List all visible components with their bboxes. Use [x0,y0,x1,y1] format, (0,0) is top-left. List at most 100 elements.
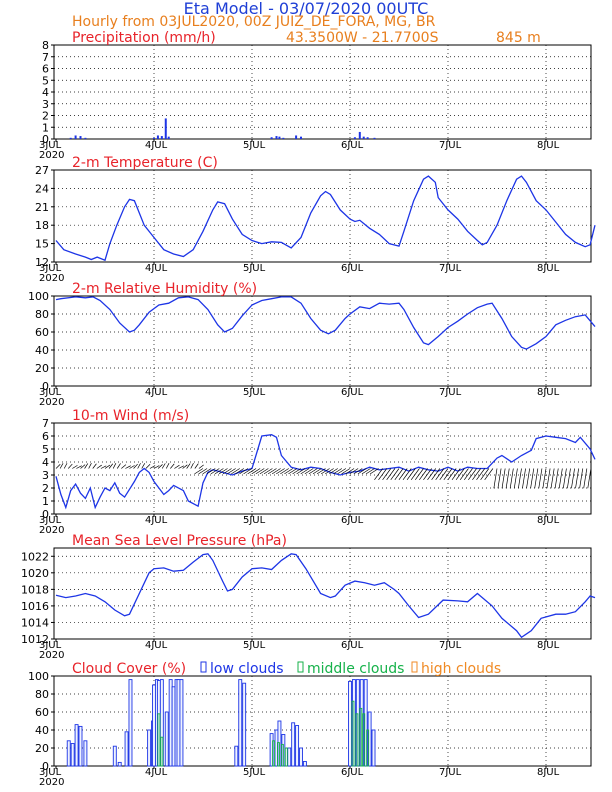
precip-bar [164,118,167,139]
cloud-bar [66,740,71,767]
panel-frame [53,422,592,515]
y-tick-label: 1016 [21,600,49,613]
precip-bar [270,137,273,139]
wind-arrow [308,468,318,475]
wind-arrow [509,468,514,489]
x-tick-label: 7JUL [439,387,462,398]
wind-arrow [480,468,490,481]
wind-arrow [497,468,502,489]
wind-arrow [337,468,347,475]
wind-arrow [341,468,351,475]
wind-arrow [72,465,78,469]
x-year-label: 2020 [39,650,64,661]
wind-arrow [251,468,261,475]
y-tick-label: 1018 [21,583,49,596]
x-tick-label: 3JUL [39,387,62,398]
x-tick-label: 8JUL [537,387,560,398]
x-tick-label: 8JUL [537,263,560,274]
y-tick-label: 5 [42,443,49,456]
cloud-bar [295,725,300,767]
wind-arrow [55,464,61,469]
x-tick-label: 8JUL [537,640,560,651]
x-tick-label: 4JUL [145,140,168,151]
y-tick-label: 6 [42,63,49,76]
wind-arrow [165,463,170,469]
wind-arrow [92,463,97,469]
x-year-label: 2020 [39,777,64,788]
wind-arrow [170,463,175,469]
y-tick-label: 3 [42,98,49,111]
wind-arrow [325,468,334,475]
wind-arrow [178,465,184,469]
wind-arrow [345,468,355,475]
wind-arrow [129,465,135,469]
y-tick-label: 6 [42,430,49,443]
x-tick-label: 5JUL [243,640,266,651]
y-tick-label: 0 [42,133,49,146]
wind-arrow [263,468,273,475]
legend-label: middle clouds [307,661,404,677]
x-tick-label: 6JUL [341,515,364,526]
precip-bar [156,135,159,139]
precip-bar [79,136,82,139]
series-line [55,296,596,350]
cloud-bar [277,742,280,767]
wind-arrow [406,468,416,481]
wind-arrow [365,468,375,475]
panel-frame [53,169,592,263]
wind-arrow [414,468,424,481]
wind-arrow [534,468,539,489]
cloud-bar [179,679,184,767]
wind-arrow [206,468,216,475]
x-tick-label: 3JUL [39,767,62,778]
precip-bar [275,136,278,139]
wind-arrow [378,468,388,481]
wind-arrow [222,468,232,475]
wind-arrow [292,468,302,475]
wind-arrow [459,468,469,481]
panel-frame [53,547,592,640]
series-line [55,175,596,262]
wind-arrow [288,468,298,475]
y-tick-label: 40 [35,724,49,737]
y-tick-label: 1020 [21,567,49,580]
wind-arrow [59,463,64,469]
wind-arrow [329,468,338,475]
wind-arrow [382,468,392,481]
x-tick-label: 5JUL [243,140,266,151]
wind-arrow [96,464,102,469]
wind-arrow [198,468,208,475]
y-tick-label: 7 [42,417,49,430]
panel-title: Cloud Cover (%) [72,661,186,677]
x-tick-label: 7JUL [439,263,462,274]
x-tick-label: 6JUL [341,263,364,274]
wind-arrow [198,464,204,469]
cloud-bar [291,722,296,767]
y-tick-label: 7 [42,51,49,64]
y-tick-label: 1 [42,121,49,134]
precip-bar [358,131,361,139]
wind-arrow [133,463,138,469]
panel-mslp: 1012 1014 1016 1018 1020 1022 3JUL 4JUL 5JUL 6JUL… [21,533,596,661]
precip-bar [160,136,163,139]
wind-arrow [76,465,82,469]
wind-arrow [108,463,114,469]
precip-bar [353,137,356,139]
x-tick-label: 3JUL [39,263,62,274]
wind-arrow [316,468,326,475]
y-tick-label: 2 [42,110,49,123]
cloud-bar [74,724,79,767]
x-tick-label: 5JUL [243,515,266,526]
wind-arrow [231,468,240,475]
y-tick-label: 21 [35,201,49,214]
wind-arrow [271,468,281,475]
wind-arrow [149,465,156,469]
wind-arrow [153,465,160,469]
wind-arrow [280,468,289,475]
wind-arrow [100,465,107,469]
y-tick-label: 0 [42,380,49,393]
wind-arrow [390,468,400,481]
y-tick-label: 24 [35,182,49,195]
wind-arrow [239,468,249,475]
x-tick-label: 4JUL [145,515,168,526]
